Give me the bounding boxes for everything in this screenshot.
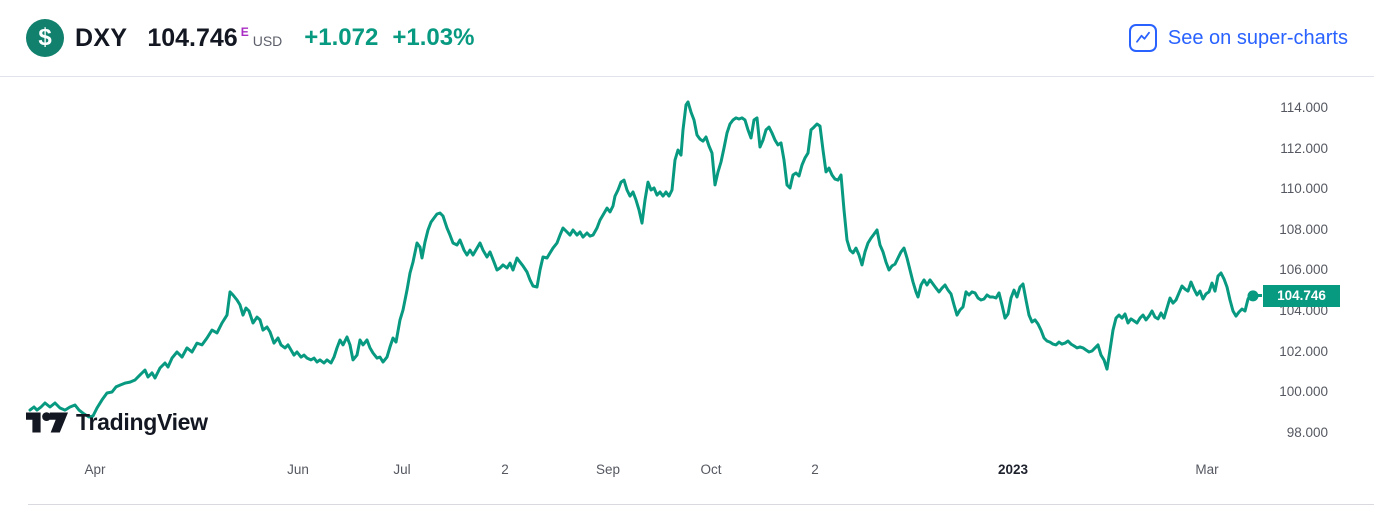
tradingview-logo[interactable]: TradingView [26, 409, 208, 436]
link-label: See on super-charts [1167, 26, 1348, 49]
tradingview-logo-mark [26, 412, 68, 433]
x-axis-label: Sep [595, 462, 621, 477]
y-axis-label: 112.000 [1280, 140, 1328, 156]
y-axis-label: 100.000 [1279, 384, 1328, 400]
price-line [28, 100, 1255, 419]
x-axis-label: Oct [700, 462, 722, 477]
x-axis-label: Jul [393, 462, 411, 477]
x-axis-label: 2023 [997, 462, 1029, 477]
price-marker-dash [1255, 294, 1262, 298]
y-axis-label: 108.000 [1279, 221, 1328, 237]
last-price-dot [1247, 290, 1259, 302]
price-chart: 114.000 112.000 110.000 108.000 106.000 104.0… [0, 78, 1374, 507]
bottom-border [28, 504, 1374, 505]
y-axis-label: 102.000 [1279, 343, 1328, 359]
currency-label: USD [252, 32, 283, 49]
change-percent: +1.03% [392, 24, 475, 51]
x-axis-label: 2 [811, 462, 819, 477]
header: $ DXY 104.746 E USD +1.072 +1.03% See on… [0, 0, 1374, 77]
last-price-tag-value: 104.746 [1277, 288, 1326, 304]
last-price: 104.746 [147, 23, 238, 52]
dollar-coin-icon: $ [26, 19, 64, 57]
last-price-tag: 104.746 [1263, 284, 1340, 307]
symbol-name: DXY [75, 23, 128, 52]
see-on-super-charts-link[interactable]: See on super-charts [1128, 24, 1348, 52]
price-group: 104.746 E USD [147, 24, 282, 53]
x-axis-label: Mar [1195, 462, 1219, 477]
y-axis-label: 114.000 [1280, 100, 1328, 115]
tradingview-logo-text: TradingView [76, 409, 208, 435]
market-status-flag: E [240, 24, 249, 39]
x-axis-label: 2 [501, 462, 509, 477]
change-absolute: +1.072 [304, 24, 379, 51]
x-axis-label: Apr [84, 462, 106, 477]
y-axis-label: 106.000 [1279, 262, 1328, 278]
line-chart-icon [1128, 24, 1157, 52]
dollar-glyph: $ [38, 24, 52, 51]
y-axis-label: 98.000 [1286, 424, 1328, 440]
y-axis-label: 110.000 [1280, 181, 1328, 197]
x-axis-label: Jun [287, 462, 309, 477]
